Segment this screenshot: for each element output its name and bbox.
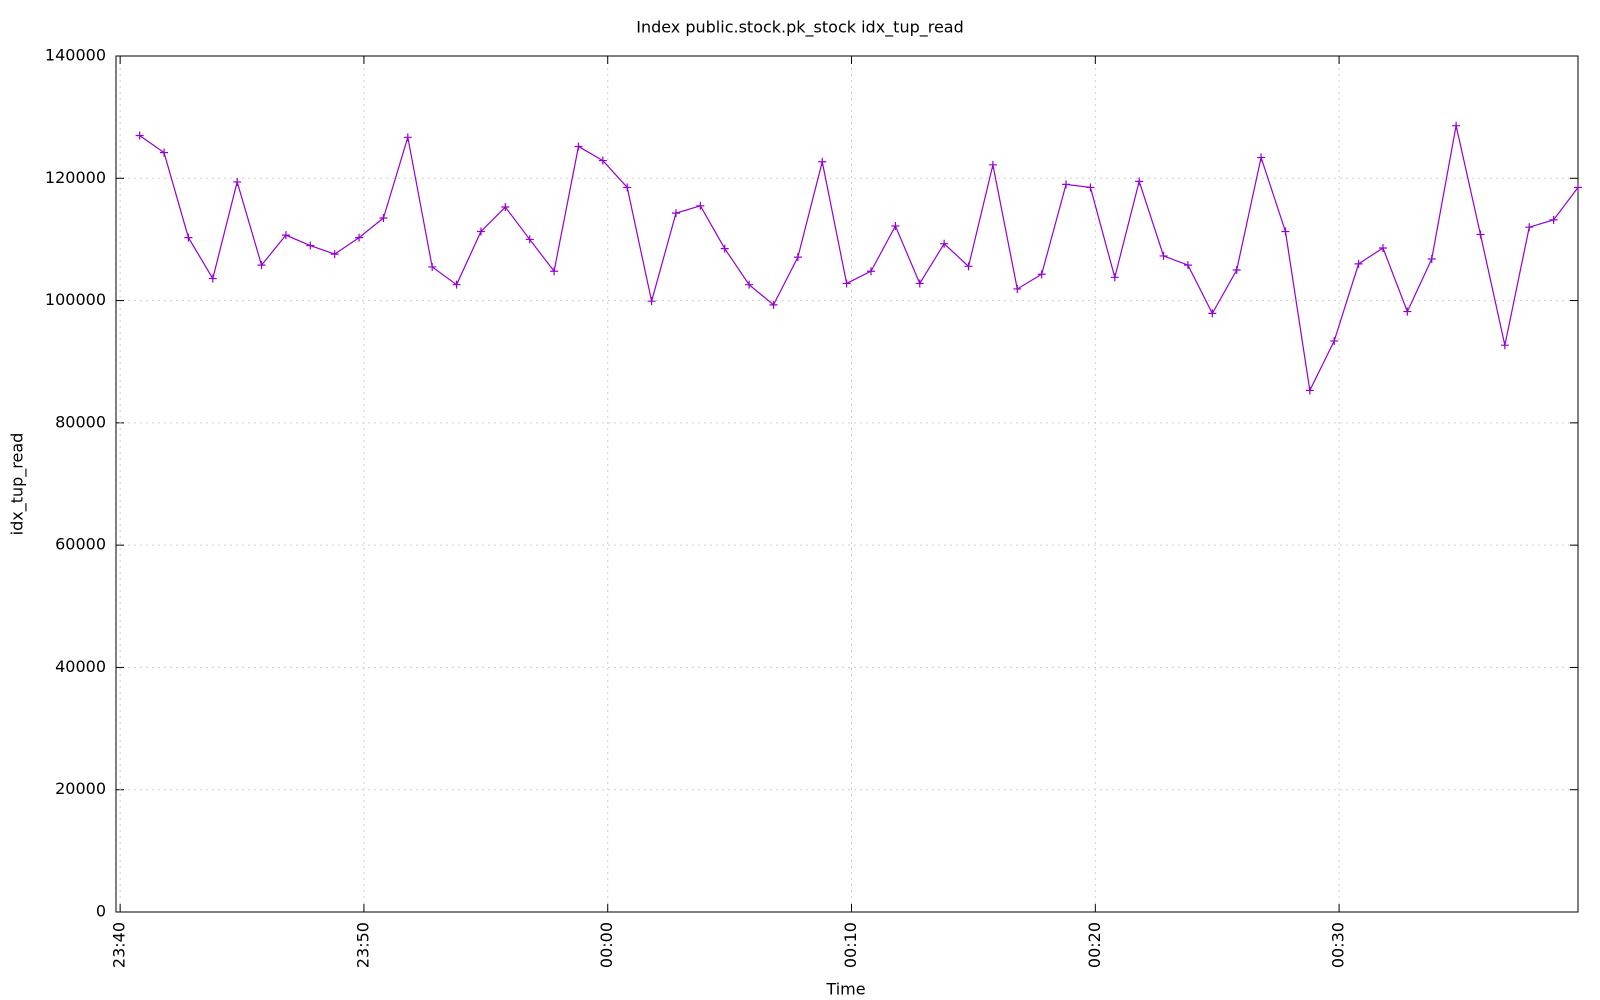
- point-marker: [1403, 307, 1412, 316]
- point-marker: [671, 209, 680, 218]
- point-marker: [501, 203, 510, 212]
- point-marker: [1476, 230, 1485, 239]
- x-tick-label: 00:20: [1085, 922, 1104, 968]
- point-marker: [915, 279, 924, 288]
- y-tick-label: 40000: [55, 657, 106, 676]
- point-marker: [720, 244, 729, 253]
- point-marker: [598, 156, 607, 165]
- point-marker: [696, 201, 705, 210]
- point-marker: [1086, 183, 1095, 192]
- point-marker: [988, 160, 997, 169]
- point-marker: [1354, 259, 1363, 268]
- point-marker: [1013, 284, 1022, 293]
- point-marker: [1281, 227, 1290, 236]
- point-marker: [1037, 270, 1046, 279]
- point-marker: [160, 148, 169, 157]
- point-marker: [623, 183, 632, 192]
- point-marker: [208, 274, 217, 283]
- plot-frame: [115, 55, 1579, 913]
- point-marker: [891, 221, 900, 230]
- point-marker: [281, 231, 290, 240]
- point-marker: [842, 279, 851, 288]
- point-marker: [1135, 177, 1144, 186]
- point-marker: [1062, 180, 1071, 189]
- point-marker: [1549, 215, 1558, 224]
- point-marker: [233, 177, 242, 186]
- point-marker: [257, 261, 266, 270]
- y-tick-label: 120000: [45, 168, 106, 187]
- point-marker: [1305, 386, 1314, 395]
- point-marker: [1525, 223, 1534, 232]
- point-marker: [306, 241, 315, 250]
- point-marker: [647, 297, 656, 306]
- point-marker: [525, 235, 534, 244]
- point-marker: [452, 280, 461, 289]
- point-marker: [135, 131, 144, 140]
- x-tick-label: 00:00: [597, 922, 616, 968]
- y-tick-label: 20000: [55, 779, 106, 798]
- y-tick-label: 140000: [45, 46, 106, 65]
- point-marker: [330, 250, 339, 259]
- point-marker: [403, 133, 412, 142]
- point-marker: [1208, 309, 1217, 318]
- point-marker: [867, 267, 876, 276]
- x-tick-label: 23:40: [110, 922, 129, 968]
- point-marker: [574, 142, 583, 151]
- y-tick-label: 100000: [45, 290, 106, 309]
- x-tick-label: 00:30: [1329, 922, 1348, 968]
- point-marker: [745, 280, 754, 289]
- y-axis-label: idx_tup_read: [8, 433, 28, 536]
- point-marker: [379, 214, 388, 223]
- y-tick-label: 80000: [55, 412, 106, 431]
- point-marker: [1427, 254, 1436, 263]
- point-marker: [818, 157, 827, 166]
- point-marker: [1574, 183, 1582, 192]
- y-tick-label: 0: [96, 902, 106, 921]
- point-marker: [1110, 273, 1119, 282]
- x-axis-label: Time: [825, 980, 865, 999]
- point-marker: [1378, 243, 1387, 252]
- point-marker: [1330, 336, 1339, 345]
- point-marker: [1232, 266, 1241, 274]
- point-marker: [184, 233, 193, 242]
- x-tick-label: 23:50: [353, 922, 372, 968]
- point-marker: [964, 262, 973, 271]
- point-marker: [1183, 261, 1192, 270]
- line: [139, 125, 1579, 393]
- point-marker: [476, 227, 485, 236]
- point-marker: [355, 233, 364, 242]
- point-marker: [1159, 251, 1168, 260]
- point-marker: [1500, 341, 1509, 350]
- y-tick-label: 60000: [55, 535, 106, 554]
- point-marker: [940, 239, 949, 248]
- chart-title: Index public.stock.pk_stock idx_tup_read: [636, 18, 964, 38]
- point-marker: [550, 267, 559, 276]
- point-marker: [1257, 153, 1266, 162]
- x-tick-label: 00:10: [841, 922, 860, 968]
- point-marker: [769, 300, 778, 309]
- point-marker: [428, 262, 437, 271]
- point-marker: [793, 253, 802, 262]
- point-marker: [1452, 121, 1461, 130]
